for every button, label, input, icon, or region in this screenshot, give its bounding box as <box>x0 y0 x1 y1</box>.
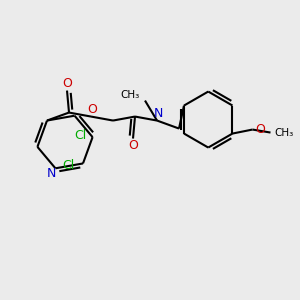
Text: N: N <box>47 167 56 180</box>
Text: O: O <box>256 123 266 136</box>
Text: CH₃: CH₃ <box>121 90 140 100</box>
Text: O: O <box>128 139 138 152</box>
Text: CH₃: CH₃ <box>274 128 294 138</box>
Text: O: O <box>87 103 97 116</box>
Text: Cl: Cl <box>74 129 87 142</box>
Text: O: O <box>62 77 72 90</box>
Text: N: N <box>153 107 163 120</box>
Text: Cl: Cl <box>63 159 75 172</box>
